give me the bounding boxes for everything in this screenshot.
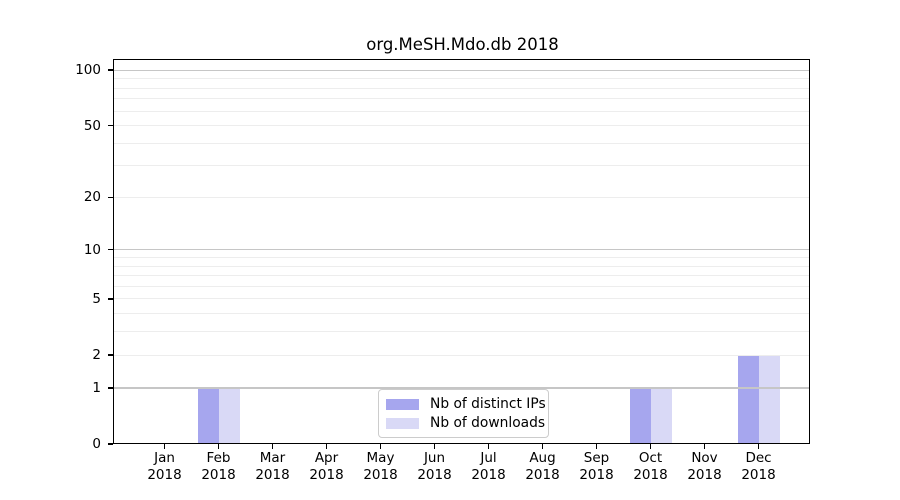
bar-distinct-ips-feb [197, 388, 219, 444]
y-tick-mark-2 [108, 354, 113, 356]
x-tick-label-jul: Jul 2018 [471, 450, 506, 483]
x-tick-label-sep: Sep 2018 [579, 450, 614, 483]
x-tick-label-jan: Jan 2018 [147, 450, 182, 483]
x-tick-label-oct: Oct 2018 [633, 450, 668, 483]
plot-area [114, 60, 810, 444]
legend-item-downloads: Nb of downloads [386, 415, 545, 432]
gridline-y-50 [114, 125, 810, 127]
x-tick-mark-sep [595, 444, 598, 449]
y-tick-mark-1 [108, 387, 113, 389]
x-tick-label-jun: Jun 2018 [417, 450, 452, 483]
y-tick-label-1: 1 [92, 379, 101, 396]
x-tick-label-may: May 2018 [363, 450, 398, 483]
y-tick-mark-5 [108, 298, 113, 300]
legend: Nb of distinct IPs Nb of downloads [378, 389, 549, 438]
x-tick-mark-dec [757, 444, 760, 449]
gridline-y-9 [114, 257, 810, 258]
y-tick-label-100: 100 [75, 62, 101, 79]
gridline-y-70 [114, 98, 810, 100]
legend-swatch-downloads [386, 418, 419, 429]
gridline-y-6 [114, 285, 810, 287]
gridline-y-7 [114, 275, 810, 277]
gridline-y-80 [114, 87, 810, 89]
gridline-y-1 [114, 387, 810, 389]
gridline-y-40 [114, 142, 810, 144]
x-tick-label-feb: Feb 2018 [201, 450, 236, 483]
x-tick-mark-jun [433, 444, 436, 449]
x-tick-label-apr: Apr 2018 [309, 450, 344, 483]
x-tick-label-mar: Mar 2018 [255, 450, 290, 483]
y-tick-mark-20 [108, 196, 113, 199]
legend-swatch-distinct-ips [386, 399, 419, 410]
y-tick-label-0: 0 [92, 436, 101, 452]
y-tick-mark-100 [108, 69, 113, 71]
y-tick-mark-10 [108, 249, 113, 251]
x-tick-mark-may [379, 444, 382, 449]
gridline-y-10 [114, 249, 810, 251]
x-tick-mark-mar [271, 444, 274, 449]
gridline-y-100 [114, 69, 810, 71]
bar-distinct-ips-dec [737, 356, 759, 444]
gridline-y-20 [114, 196, 810, 198]
x-tick-label-aug: Aug 2018 [525, 450, 560, 483]
bar-downloads-oct [650, 388, 672, 444]
gridline-y-30 [114, 165, 810, 167]
y-tick-label-2: 2 [92, 347, 101, 364]
y-tick-mark-0 [108, 443, 113, 445]
chart-title: org.MeSH.Mdo.db 2018 [366, 35, 559, 54]
gridline-y-3 [114, 331, 810, 333]
bar-downloads-feb [218, 388, 240, 444]
y-tick-mark-50 [108, 124, 113, 127]
x-tick-mark-apr [325, 444, 328, 449]
legend-item-distinct-ips: Nb of distinct IPs [386, 396, 546, 413]
x-tick-mark-jul [487, 444, 490, 449]
x-tick-mark-nov [703, 444, 706, 449]
gridline-y-60 [114, 110, 810, 112]
x-tick-mark-feb [217, 444, 220, 449]
gridline-y-2 [114, 354, 810, 356]
x-tick-mark-oct [649, 444, 652, 449]
y-tick-label-20: 20 [83, 189, 101, 206]
y-tick-label-50: 50 [83, 117, 101, 134]
x-tick-mark-jan [163, 444, 166, 449]
gridline-y-90 [114, 78, 810, 80]
legend-label-downloads: Nb of downloads [430, 415, 546, 431]
x-tick-label-dec: Dec 2018 [741, 450, 776, 483]
legend-label-distinct-ips: Nb of distinct IPs [430, 396, 546, 412]
bar-distinct-ips-oct [629, 388, 651, 444]
gridline-y-8 [114, 265, 810, 267]
y-tick-label-5: 5 [92, 290, 101, 307]
y-tick-label-10: 10 [83, 241, 101, 258]
gridline-y-5 [114, 298, 810, 300]
x-tick-label-nov: Nov 2018 [687, 450, 722, 483]
bar-downloads-dec [758, 356, 780, 444]
x-tick-mark-aug [541, 444, 544, 449]
gridline-y-4 [114, 313, 810, 315]
